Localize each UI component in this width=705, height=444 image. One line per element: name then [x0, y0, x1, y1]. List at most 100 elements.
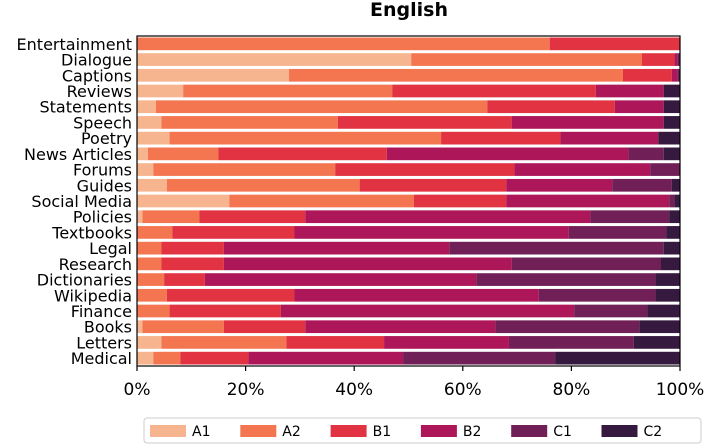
- bar-segment-news-articles-c1: [628, 147, 664, 161]
- bar-segment-speech-a2: [161, 116, 338, 129]
- bar-segment-speech-a1: [137, 116, 162, 129]
- category-label: Guides: [77, 176, 132, 195]
- bar-segment-letters-b2: [384, 336, 509, 349]
- legend-label-a2: A2: [282, 424, 300, 440]
- bar-segment-legal-b2: [223, 241, 450, 255]
- bar-segment-reviews-c2: [663, 84, 680, 98]
- bar-segment-poetry-b2: [560, 131, 659, 145]
- x-tick-label: 100%: [656, 380, 705, 400]
- bar-segment-guides-b2: [506, 178, 613, 192]
- legend: A1 A2 B1 B2 C1 C2: [143, 417, 702, 444]
- bar-segment-dialogue-b2: [674, 53, 678, 66]
- bar-segment-forums-b2: [514, 163, 651, 176]
- bar-segment-wikipedia-c2: [655, 288, 680, 302]
- bar-segment-legal-a2: [137, 241, 162, 255]
- bar-segment-dictionaries-c1: [476, 273, 656, 286]
- bar-segment-entertainment-a2: [137, 37, 550, 51]
- bar-segment-forums-c1: [650, 163, 680, 176]
- category-label: Letters: [76, 333, 132, 352]
- bar-segment-letters-a2: [161, 336, 287, 349]
- bar-segment-policies-a1: [137, 210, 143, 224]
- bar-segment-research-c2: [661, 257, 680, 271]
- bar-segment-policies-b2: [305, 210, 591, 224]
- bar-segment-statements-c2: [663, 100, 680, 114]
- bar-segment-reviews-b1: [392, 84, 596, 98]
- x-tick-label: 20%: [227, 380, 265, 400]
- category-label: Legal: [89, 239, 132, 258]
- category-label: Social Media: [31, 192, 132, 211]
- bar-segment-research-c1: [511, 257, 661, 271]
- bar-segment-forums-a1: [137, 163, 154, 176]
- bar-segment-policies-c2: [669, 210, 680, 224]
- legend-swatch-a2: [240, 425, 277, 437]
- bar-segment-textbooks-c2: [666, 226, 680, 239]
- x-tick-label: 40%: [335, 380, 373, 400]
- bar-segment-social-media-b2: [506, 194, 670, 208]
- bar-segment-news-articles-a2: [147, 147, 219, 161]
- bar-segment-captions-b2: [671, 68, 678, 82]
- legend-swatch-c2: [601, 425, 638, 437]
- category-label: Dialogue: [61, 51, 132, 70]
- bar-segment-research-b1: [161, 257, 224, 271]
- bar-segment-dialogue-a1: [137, 53, 412, 66]
- chart-title: English: [370, 0, 448, 21]
- bar-segment-finance-a2: [137, 304, 170, 318]
- bar-segment-guides-a1: [137, 178, 167, 192]
- bar-segment-poetry-a2: [169, 131, 442, 145]
- category-label: Entertainment: [17, 35, 132, 54]
- bar-segment-medical-c1: [403, 351, 556, 365]
- bar-segment-captions-a2: [289, 68, 623, 82]
- legend-swatch-a1: [150, 425, 186, 437]
- legend-label-b2: B2: [463, 424, 482, 440]
- bar-segment-legal-c1: [449, 241, 664, 255]
- bar-segment-captions-a1: [137, 68, 290, 82]
- bar-segment-news-articles-a1: [137, 147, 148, 161]
- bar-segment-wikipedia-b1: [166, 288, 295, 302]
- category-label: Books: [84, 318, 132, 337]
- legend-label-c2: C2: [644, 424, 663, 440]
- bar-segment-policies-a2: [142, 210, 200, 224]
- category-label: Textbooks: [51, 223, 132, 242]
- category-label: Medical: [71, 349, 132, 368]
- bar-segment-social-media-a1: [137, 194, 230, 208]
- bar-segment-dictionaries-a2: [137, 273, 165, 286]
- category-label: Wikipedia: [54, 286, 132, 305]
- bar-segment-guides-b1: [359, 178, 507, 192]
- bar-segment-wikipedia-a2: [137, 288, 167, 302]
- category-label: Policies: [73, 208, 132, 227]
- bar-segment-finance-b1: [169, 304, 281, 318]
- bar-segment-dictionaries-c2: [655, 273, 680, 286]
- bar-segment-guides-c1: [612, 178, 672, 192]
- category-label: Captions: [62, 66, 132, 85]
- bar-segment-poetry-b1: [441, 131, 561, 145]
- plot-frame: [136, 35, 681, 367]
- category-label: Finance: [71, 302, 132, 321]
- bar-segment-finance-c2: [647, 304, 680, 318]
- bar-segment-statements-b1: [487, 100, 615, 114]
- bar-segment-forums-a2: [153, 163, 336, 176]
- category-label: Speech: [73, 113, 132, 132]
- bar-segment-news-articles-b1: [218, 147, 387, 161]
- bar-segment-dialogue-c1: [677, 53, 680, 66]
- bar-segment-finance-c1: [574, 304, 648, 318]
- category-labels: EntertainmentDialogueCaptionsReviewsStat…: [17, 35, 132, 368]
- bar-segment-policies-b1: [199, 210, 306, 224]
- bar-segment-legal-c2: [663, 241, 680, 255]
- bar-segment-reviews-a2: [183, 84, 393, 98]
- bar-segment-dialogue-b1: [641, 53, 675, 66]
- bar-segment-textbooks-c1: [568, 226, 667, 239]
- bar-segment-poetry-a1: [137, 131, 170, 145]
- x-tick-label: 0%: [124, 380, 151, 400]
- bar-segment-legal-b1: [161, 241, 224, 255]
- bar-segment-news-articles-c2: [663, 147, 680, 161]
- bar-segment-speech-b1: [337, 116, 512, 129]
- bar-segment-medical-a1: [137, 351, 154, 365]
- legend-label-c1: C1: [553, 424, 572, 440]
- bar-segment-guides-a2: [166, 178, 360, 192]
- bar-segment-medical-c2: [555, 351, 680, 365]
- bar-segment-medical-b1: [180, 351, 249, 365]
- bar-segment-medical-a2: [153, 351, 181, 365]
- legend-swatch-b2: [420, 425, 457, 437]
- bar-segment-books-c1: [495, 320, 640, 334]
- bar-segment-books-b2: [305, 320, 496, 334]
